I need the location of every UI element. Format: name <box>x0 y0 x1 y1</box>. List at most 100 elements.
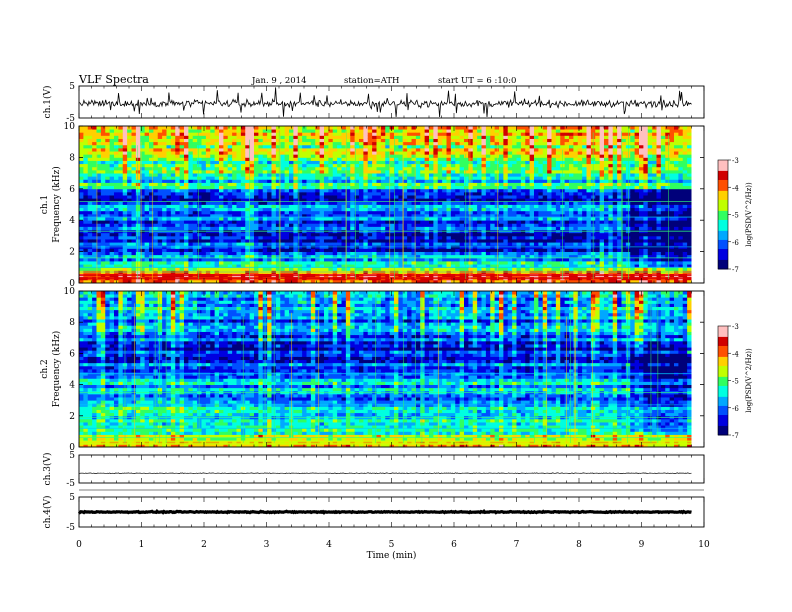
spectrogram-cell <box>306 157 312 161</box>
spectrogram-cell <box>127 257 132 262</box>
spectrogram-cell <box>83 188 89 193</box>
spectrogram-cell <box>149 254 154 259</box>
spectrogram-cell <box>105 182 111 187</box>
spectrogram-cell <box>424 217 430 221</box>
spectrogram-cell <box>503 257 509 262</box>
spectrogram-cell <box>297 235 303 240</box>
spectrogram-cell <box>201 154 207 158</box>
spectrogram-cell <box>385 213 391 218</box>
spectrogram-cell <box>227 169 233 174</box>
spectrogram-cell <box>407 217 412 221</box>
spectrogram-cell <box>367 144 373 149</box>
spectrogram-cell <box>341 147 347 152</box>
spectrogram-cell <box>267 267 272 271</box>
spectrogram-cell <box>437 151 443 155</box>
spectrogram-cell <box>83 207 89 212</box>
spectrogram-cell <box>188 141 194 146</box>
spectrogram-cell <box>363 264 369 268</box>
spectrogram-cell <box>472 151 478 155</box>
spectrogram-cell <box>490 129 496 133</box>
spectrogram-cell <box>105 141 111 146</box>
spectrogram-cell <box>363 195 369 199</box>
spectrogram-cell <box>227 254 233 259</box>
spectrogram-cell <box>306 254 312 259</box>
spectrogram-cell <box>302 235 307 240</box>
spectrogram-cell <box>411 129 417 133</box>
spectrogram-cell <box>135 248 141 252</box>
spectrogram-cell <box>92 232 97 237</box>
spectrogram-cell <box>332 226 338 231</box>
spectrogram-cell <box>503 157 509 161</box>
spectrogram-cell <box>179 235 185 240</box>
spectrogram-cell <box>293 185 299 190</box>
spectrogram-cell <box>477 138 482 143</box>
spectrogram-cell <box>433 169 439 174</box>
spectrogram-cell <box>127 248 132 252</box>
spectrogram-cell <box>232 135 237 139</box>
spectrogram-cell <box>188 157 194 161</box>
spectrogram-cell <box>87 147 93 152</box>
spectrogram-cell <box>472 220 478 224</box>
spectrogram-cell <box>232 173 237 177</box>
spectrogram-cell <box>157 176 163 180</box>
spectrogram-cell <box>429 129 434 133</box>
spectrogram-cell <box>450 248 456 252</box>
spectrogram-cell <box>284 242 290 246</box>
spectrogram-cell <box>79 157 84 161</box>
spectrogram-cell <box>289 166 294 171</box>
spectrogram-cell <box>280 257 286 262</box>
spectrogram-cell <box>481 261 487 265</box>
spectrogram-cell <box>105 163 111 168</box>
spectrogram-cell <box>315 267 321 271</box>
spectrogram-cell <box>459 213 465 218</box>
spectrogram-cell <box>464 191 469 196</box>
spectrogram-cell <box>166 223 172 227</box>
spectrogram-cell <box>464 210 469 215</box>
spectrogram-cell <box>210 151 216 155</box>
spectrogram-cell <box>280 254 286 259</box>
spectrogram-cell <box>380 179 386 183</box>
spectrogram-cell <box>135 141 141 146</box>
spectrogram-cell <box>105 198 111 202</box>
spectrogram-cell <box>179 213 185 218</box>
spectrogram-cell <box>284 191 290 196</box>
spectrogram-cell <box>79 132 84 136</box>
spectrogram-cell <box>324 160 329 165</box>
spectrogram-cell <box>332 144 338 149</box>
spectrogram-cell <box>258 182 264 187</box>
spectrogram-cell <box>232 185 237 190</box>
spectrogram-cell <box>197 141 202 146</box>
spectrogram-cell <box>472 160 478 165</box>
spectrogram-cell <box>328 264 334 268</box>
spectrogram-cell <box>376 201 382 205</box>
start-time-label: start UT = 6 :10:0 <box>438 76 517 86</box>
spectrogram-cell <box>367 264 373 268</box>
spectrogram-cell <box>503 176 509 180</box>
spectrogram-cell <box>345 163 351 168</box>
spectrogram-cell <box>337 129 342 133</box>
spectrogram-cell <box>127 261 132 265</box>
spectrogram-cell <box>92 166 97 171</box>
spectrogram-cell <box>354 226 360 231</box>
spectrogram-cell <box>332 251 338 256</box>
spectrogram-cell <box>350 201 356 205</box>
spectrogram-cell <box>372 223 377 227</box>
spectrogram-cell <box>227 251 233 256</box>
spectrogram-cell <box>490 166 496 171</box>
spectrogram-cell <box>315 163 321 168</box>
spectrogram-cell <box>166 242 172 246</box>
spectrogram-cell <box>232 204 237 209</box>
spectrogram-cell <box>337 254 342 259</box>
spectrogram-cell <box>271 166 277 171</box>
spectrogram-cell <box>302 257 307 262</box>
spectrogram-cell <box>359 220 364 224</box>
spectrogram-cell <box>424 135 430 139</box>
spectrogram-cell <box>394 166 399 171</box>
spectrogram-cell <box>455 235 461 240</box>
spectrogram-cell <box>389 267 395 271</box>
spectrogram-cell <box>201 242 207 246</box>
spectrogram-cell <box>188 154 194 158</box>
spectrogram-cell <box>450 220 456 224</box>
spectrogram-cell <box>293 141 299 146</box>
spectrogram-cell <box>332 185 338 190</box>
